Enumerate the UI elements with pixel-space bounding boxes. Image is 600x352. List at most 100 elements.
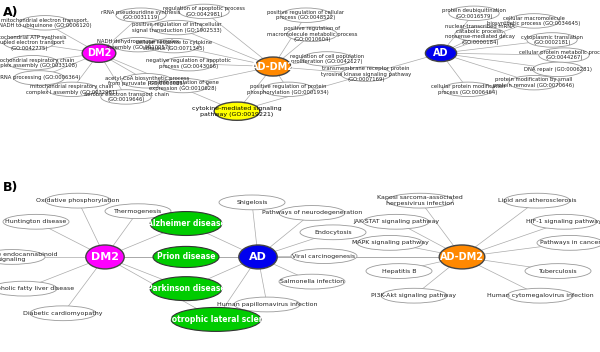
Text: cellular protein modification
process (GO:0006464): cellular protein modification process (G… (431, 84, 505, 95)
Ellipse shape (291, 249, 357, 263)
Text: AD: AD (433, 48, 449, 58)
Text: positive regulation of intracellular
signal transduction (GO:1902533): positive regulation of intracellular sig… (132, 23, 222, 33)
Text: regulation of apoptotic process
(GO:0042981): regulation of apoptotic process (GO:0042… (163, 6, 245, 17)
Text: rRNA pseudouridine synthesis
(GO:0031119): rRNA pseudouridine synthesis (GO:0031119… (101, 10, 181, 20)
Ellipse shape (387, 193, 453, 208)
Text: protein modification by small
protein removal (GO:0070646): protein modification by small protein re… (493, 77, 575, 88)
Text: DM2: DM2 (91, 252, 119, 262)
Text: cytoplasmic translation
(GO:0002181): cytoplasmic translation (GO:0002181) (521, 35, 583, 45)
Ellipse shape (14, 71, 64, 85)
Ellipse shape (279, 274, 345, 289)
Text: Endocytosis: Endocytosis (314, 230, 352, 235)
Ellipse shape (533, 62, 583, 77)
Ellipse shape (455, 27, 505, 42)
Text: cellular protein metabolic process
(GO:0044267): cellular protein metabolic process (GO:0… (519, 50, 600, 60)
Text: AD-DM2: AD-DM2 (251, 62, 295, 71)
Ellipse shape (152, 20, 202, 35)
Ellipse shape (255, 57, 291, 76)
Ellipse shape (0, 250, 45, 264)
Text: Thermogenesis: Thermogenesis (114, 209, 162, 214)
Text: transmembrane receptor protein
tyrosine kinase signaling pathway
(GO:0007169): transmembrane receptor protein tyrosine … (321, 66, 411, 82)
Text: PI3K-Akt signaling pathway: PI3K-Akt signaling pathway (371, 293, 457, 298)
Text: Shigelosis: Shigelosis (236, 200, 268, 205)
Ellipse shape (381, 288, 447, 303)
Ellipse shape (20, 15, 70, 30)
Text: DM2: DM2 (87, 48, 111, 58)
Text: acetyl-CoA biosynthetic process
from pyruvate (GO:0006085): acetyl-CoA biosynthetic process from pyr… (105, 76, 189, 86)
Ellipse shape (164, 56, 214, 71)
Text: Hepatitis B: Hepatitis B (382, 269, 416, 274)
Ellipse shape (86, 245, 124, 269)
Ellipse shape (539, 48, 589, 62)
Text: Oxidative phosphorylation: Oxidative phosphorylation (37, 198, 119, 203)
Ellipse shape (279, 206, 345, 220)
Ellipse shape (425, 45, 457, 62)
Ellipse shape (105, 204, 171, 219)
Text: B): B) (3, 181, 19, 194)
Text: DNA repair (GO:0006281): DNA repair (GO:0006281) (524, 67, 592, 72)
Ellipse shape (263, 82, 313, 96)
Ellipse shape (150, 212, 222, 235)
Text: negative regulation of apoptotic
process (GO:0043066): negative regulation of apoptotic process… (146, 58, 232, 69)
Text: Viral carcinogenesis: Viral carcinogenesis (292, 253, 356, 259)
Text: Prion disease: Prion disease (157, 252, 215, 262)
Ellipse shape (281, 8, 331, 23)
Text: NADH dehydrogenase complex
assembly (GO:0010257): NADH dehydrogenase complex assembly (GO:… (97, 39, 179, 50)
Ellipse shape (443, 82, 493, 96)
Text: positive regulation of gene
expression (GO:0010628): positive regulation of gene expression (… (148, 80, 218, 91)
Ellipse shape (509, 75, 559, 90)
Ellipse shape (300, 225, 366, 240)
Ellipse shape (8, 56, 58, 70)
Ellipse shape (101, 90, 151, 104)
Ellipse shape (150, 277, 222, 301)
Text: A): A) (3, 6, 19, 19)
Text: mitochondrial ATP synthesis
coupled electron transport
(GO:0042775): mitochondrial ATP synthesis coupled elec… (0, 35, 66, 51)
Ellipse shape (82, 44, 116, 62)
Ellipse shape (122, 74, 172, 88)
Text: nuclear-transcribed mRNA
catabolic process,
nonsense-mediated decay
(GO:0000184): nuclear-transcribed mRNA catabolic proce… (445, 24, 515, 45)
Ellipse shape (47, 82, 97, 96)
Text: Lipid and atherosclerosis: Lipid and atherosclerosis (498, 198, 576, 203)
Ellipse shape (153, 246, 219, 268)
Text: aerobic electron transport chain
(GO:0019646): aerobic electron transport chain (GO:001… (83, 92, 169, 102)
Ellipse shape (214, 102, 260, 120)
Ellipse shape (302, 52, 352, 66)
Text: Human papillomavirus infection: Human papillomavirus infection (217, 302, 317, 307)
Text: HIF-1 signaling pathway: HIF-1 signaling pathway (526, 219, 600, 224)
Ellipse shape (30, 306, 96, 321)
Ellipse shape (363, 214, 429, 229)
Text: Pathways in cancer: Pathways in cancer (539, 240, 600, 245)
Ellipse shape (179, 4, 229, 19)
Text: mitochondrial electron transport,
NADH to ubiquinone (GO:0006120): mitochondrial electron transport, NADH t… (0, 18, 91, 28)
Ellipse shape (113, 37, 163, 52)
Text: Human cytomegalovirus infection: Human cytomegalovirus infection (487, 293, 593, 298)
Text: AD-DM2: AD-DM2 (440, 252, 484, 262)
Text: Huntington disease: Huntington disease (5, 219, 67, 224)
Text: mitochondrial respiratory chain
complex assembly (GO:0033108): mitochondrial respiratory chain complex … (0, 57, 77, 68)
Ellipse shape (357, 235, 423, 250)
Text: cellular response to cytokine
stimulus (GO:0071345): cellular response to cytokine stimulus (… (136, 40, 212, 51)
Ellipse shape (149, 38, 199, 53)
Text: regulation of cell population
proliferation (GO:0042127): regulation of cell population proliferat… (290, 54, 364, 64)
Ellipse shape (439, 245, 485, 269)
Text: Diabetic cardiomyopathy: Diabetic cardiomyopathy (23, 311, 103, 316)
Text: MAPK signaling pathway: MAPK signaling pathway (352, 240, 428, 245)
Text: Non-alcoholic fatty liver disease: Non-alcoholic fatty liver disease (0, 286, 74, 291)
Ellipse shape (341, 67, 391, 81)
Text: JAK-STAT signaling pathway: JAK-STAT signaling pathway (353, 219, 439, 224)
Ellipse shape (239, 245, 277, 269)
Ellipse shape (0, 281, 57, 296)
Ellipse shape (449, 6, 499, 20)
Text: AD: AD (249, 252, 267, 262)
Text: Kaposi sarcoma-associated
herpesivirus infection: Kaposi sarcoma-associated herpesivirus i… (377, 195, 463, 206)
Ellipse shape (171, 308, 261, 332)
Ellipse shape (504, 193, 570, 208)
Ellipse shape (45, 193, 111, 208)
Text: mitochondrial respiratory chain
complex I assembly (GO:0032981): mitochondrial respiratory chain complex … (26, 84, 118, 95)
Ellipse shape (4, 36, 54, 50)
Ellipse shape (531, 214, 597, 229)
Ellipse shape (3, 214, 69, 229)
Text: Tuberculosis: Tuberculosis (539, 269, 577, 274)
Text: positive regulation of cellular
process (GO:0048522): positive regulation of cellular process … (268, 10, 344, 20)
Text: positive regulation of protein
phosphorylation (GO:0001934): positive regulation of protein phosphory… (247, 84, 329, 95)
